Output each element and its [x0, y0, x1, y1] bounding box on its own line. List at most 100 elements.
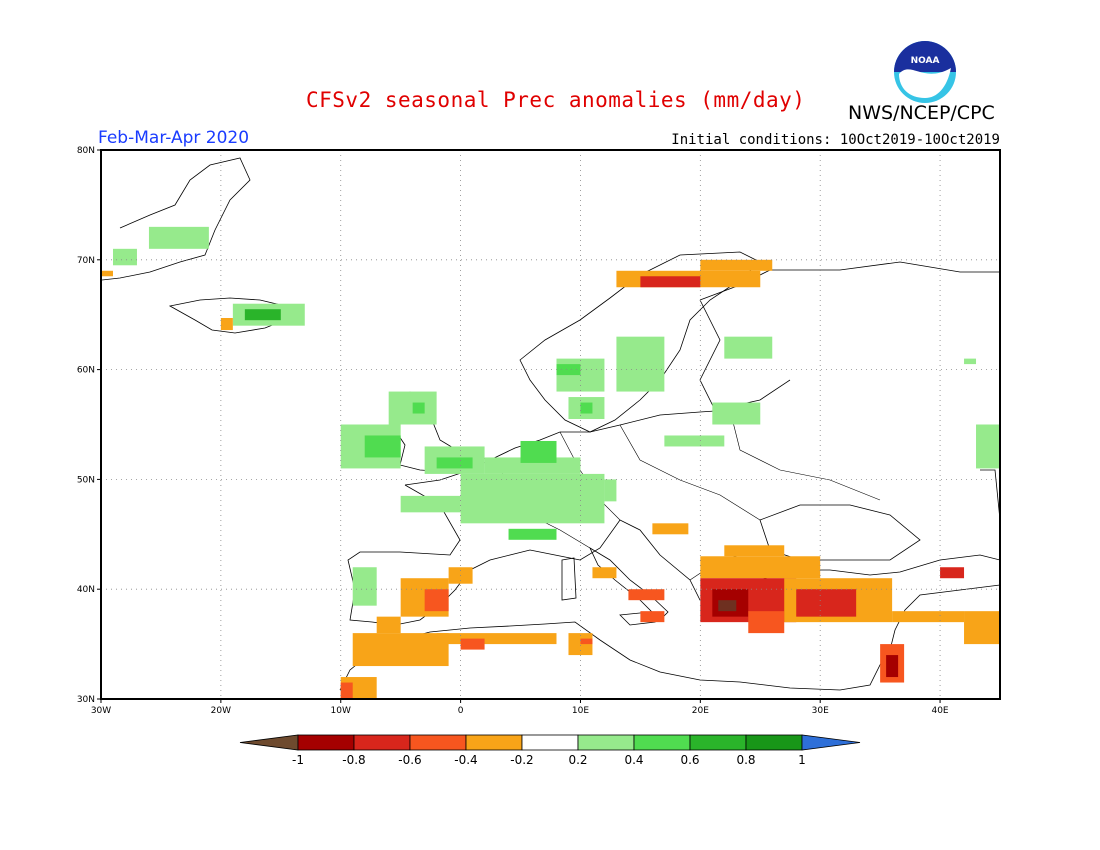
colorbar-label: -0.4: [454, 753, 477, 767]
anomaly-cell: [340, 682, 353, 699]
coastlines: [101, 157, 1000, 691]
anomaly-cell: [940, 567, 965, 579]
anomaly-cell: [484, 457, 581, 474]
lat-tick-label: 60N: [77, 366, 95, 376]
colorbar-label: -0.6: [398, 753, 421, 767]
noaa-logo-text: NOAA: [911, 56, 940, 66]
anomaly-cell: [340, 424, 401, 469]
colorbar-segment: [465, 734, 523, 751]
anomaly-cell: [424, 589, 449, 612]
anomaly-cell: [604, 479, 617, 502]
anomaly-cell: [964, 611, 1000, 645]
anomaly-cell: [580, 638, 593, 645]
anomaly-cell: [460, 473, 605, 524]
map-frame: [100, 149, 1001, 700]
lon-tick-label: 30E: [812, 706, 829, 716]
lon-tick-label: 30W: [91, 706, 111, 716]
anomaly-cell: [580, 402, 593, 414]
colorbar-label: -1: [292, 753, 304, 767]
forecast-period: Feb-Mar-Apr 2020: [98, 128, 250, 148]
anomaly-cell: [718, 600, 737, 612]
anomaly-cell: [148, 226, 209, 249]
lat-tick-label: 80N: [77, 146, 95, 156]
noaa-logo-icon: NOAA: [894, 41, 956, 103]
agency-label: NWS/NCEP/CPC: [848, 102, 995, 124]
anomaly-cell: [700, 556, 821, 579]
anomaly-cell: [784, 578, 893, 623]
anomaly-cell: [652, 523, 689, 535]
anomaly-cell: [388, 391, 437, 425]
anomaly-cell: [352, 567, 377, 606]
colorbar-segment: [521, 734, 579, 751]
anomaly-cell: [352, 633, 449, 667]
lat-tick-label: 70N: [77, 256, 95, 266]
anomaly-cells: [101, 226, 1000, 699]
anomaly-cell: [700, 578, 797, 623]
anomaly-cell: [592, 567, 617, 579]
anomaly-cell: [400, 495, 461, 513]
colorbar-segment: [297, 734, 355, 751]
anomaly-cell: [556, 364, 581, 376]
colorbar-label: -0.2: [510, 753, 533, 767]
colorbar-segment: [633, 734, 691, 751]
anomaly-cell: [964, 358, 977, 365]
anomaly-cell: [664, 435, 725, 447]
lat-tick-label: 50N: [77, 475, 95, 485]
colorbar-segment: [353, 734, 411, 751]
anomaly-cell: [712, 402, 761, 425]
anomaly-cell: [616, 270, 761, 288]
anomaly-cell: [376, 616, 401, 634]
anomaly-cell: [244, 309, 281, 321]
anomaly-cell: [568, 633, 593, 656]
anomaly-cell: [412, 402, 425, 414]
anomaly-cell: [424, 446, 485, 474]
colorbar-label: 0.6: [680, 753, 699, 767]
anomaly-cell: [886, 655, 899, 678]
colorbar-max-arrow: [801, 734, 861, 751]
initial-conditions: Initial conditions: 10Oct2019-10Oct2019: [671, 132, 1000, 148]
anomaly-cell: [112, 248, 137, 266]
lon-tick-label: 20E: [692, 706, 709, 716]
anomaly-cell: [460, 638, 485, 650]
anomaly-cell: [556, 358, 605, 392]
anomaly-cell: [448, 567, 473, 584]
anomaly-cell: [796, 589, 857, 617]
anomaly-cell: [568, 397, 605, 420]
anomaly-cell: [748, 611, 785, 634]
colorbar-label: 0.8: [736, 753, 755, 767]
anomaly-cell: [520, 440, 557, 463]
graticule: [101, 150, 1000, 699]
colorbar-label: 1: [798, 753, 806, 767]
anomaly-cell: [640, 611, 665, 623]
colorbar-segment: [577, 734, 635, 751]
lon-tick-label: 10E: [572, 706, 589, 716]
anomaly-cell: [232, 303, 305, 326]
anomaly-cell: [101, 270, 113, 277]
colorbar: -1 -0.8 -0.6 -0.4 -0.2 0.2 0.4 0.6 0.8 1: [239, 734, 861, 767]
lon-tick-label: 10W: [331, 706, 351, 716]
anomaly-cell: [628, 589, 665, 601]
colorbar-segment: [689, 734, 747, 751]
colorbar-min-arrow: [239, 734, 299, 751]
lon-tick-label: 0: [458, 706, 464, 716]
colorbar-segment: [409, 734, 467, 751]
colorbar-label: -0.8: [342, 753, 365, 767]
anomaly-cell: [400, 578, 449, 617]
anomaly-cell: [724, 545, 785, 557]
anomaly-cell: [640, 276, 701, 288]
lon-tick-label: 40E: [931, 706, 948, 716]
anomaly-cell: [892, 611, 965, 623]
colorbar-label: 0.4: [624, 753, 643, 767]
anomaly-cell: [724, 336, 773, 359]
anomaly-cell: [508, 528, 557, 540]
anomaly-cell: [700, 259, 773, 271]
anomaly-cell: [880, 644, 905, 683]
anomaly-cell: [976, 424, 1000, 469]
anomaly-cell: [364, 435, 401, 458]
chart-title: CFSv2 seasonal Prec anomalies (mm/day): [306, 88, 806, 112]
anomaly-cell: [436, 633, 557, 645]
anomaly-cell: [436, 457, 473, 469]
anomaly-cell: [616, 336, 665, 392]
colorbar-segment: [745, 734, 803, 751]
